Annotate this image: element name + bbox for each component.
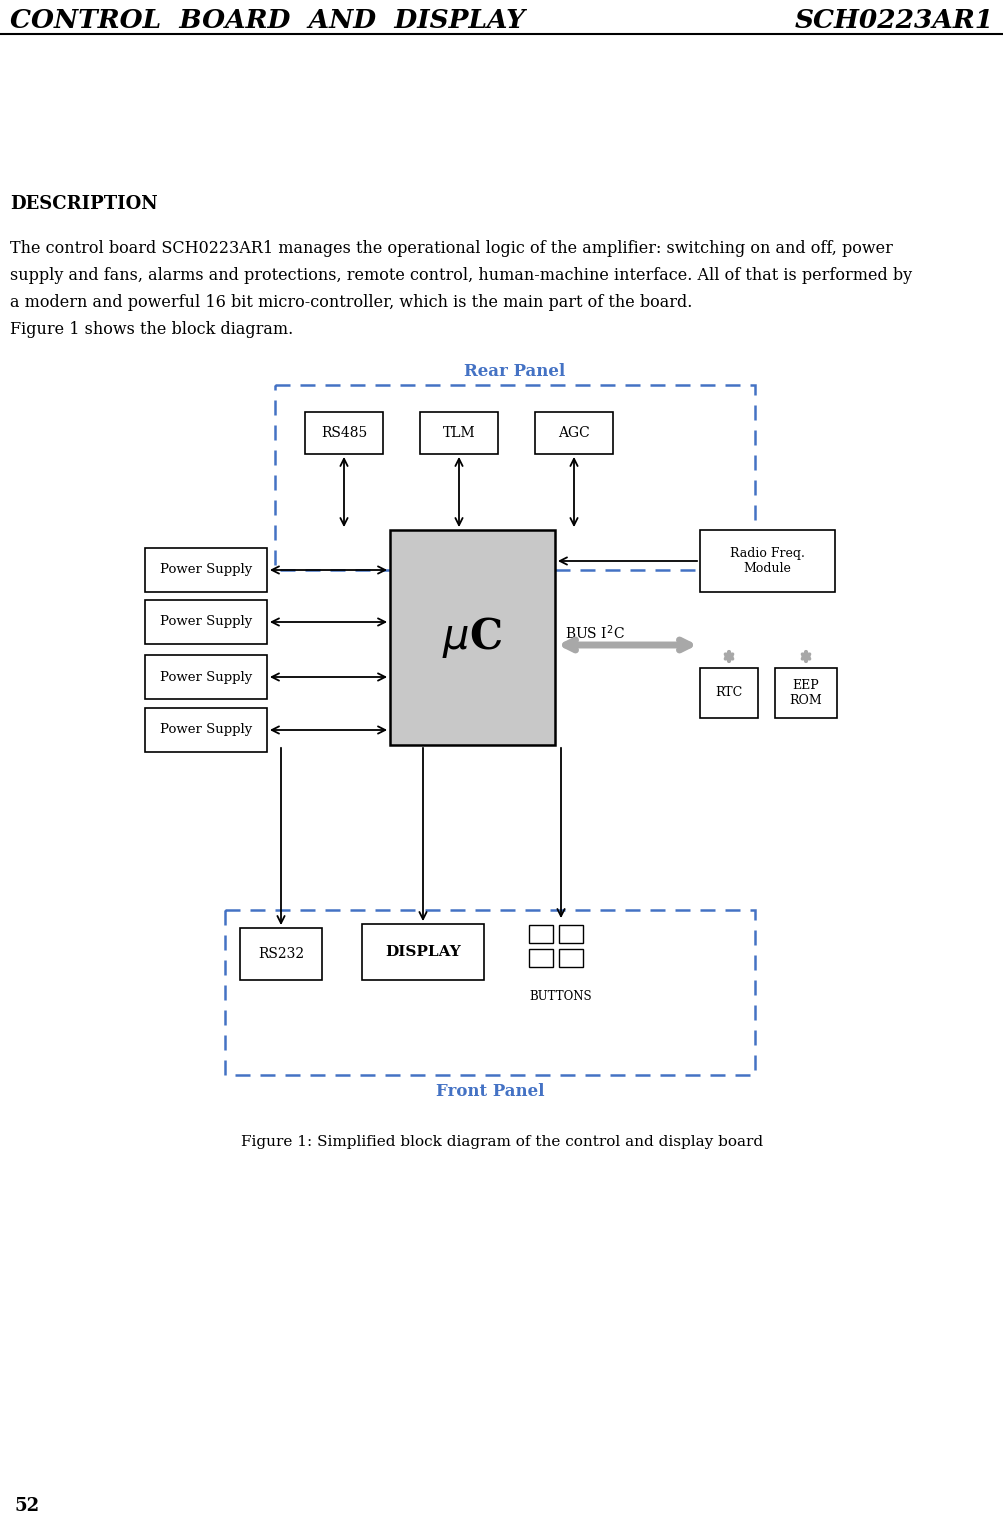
Bar [559, 925, 583, 943]
Text: RS232: RS232 [258, 948, 304, 961]
Text: DESCRIPTION: DESCRIPTION [10, 194, 157, 213]
Text: Front Panel: Front Panel [435, 1082, 544, 1099]
Bar [535, 412, 613, 455]
Text: $\mu$C: $\mu$C [442, 615, 503, 660]
Text: TLM: TLM [442, 426, 474, 439]
Text: Power Supply: Power Supply [159, 724, 252, 736]
Bar [275, 384, 754, 570]
Bar [144, 548, 267, 592]
Text: SCH0223AR1: SCH0223AR1 [794, 8, 993, 32]
Text: BUS I$^2$C: BUS I$^2$C [565, 623, 624, 643]
Bar [144, 655, 267, 700]
Bar [144, 707, 267, 752]
Text: supply and fans, alarms and protections, remote control, human-machine interface: supply and fans, alarms and protections,… [10, 266, 911, 283]
Bar [559, 949, 583, 968]
Bar [389, 530, 555, 746]
Text: RTC: RTC [715, 686, 742, 700]
Text: Power Supply: Power Supply [159, 671, 252, 683]
Text: DISPLAY: DISPLAY [385, 945, 460, 958]
Text: 52: 52 [15, 1497, 40, 1516]
Text: The control board SCH0223AR1 manages the operational logic of the amplifier: swi: The control board SCH0223AR1 manages the… [10, 240, 892, 257]
Text: AGC: AGC [558, 426, 590, 439]
Bar [529, 949, 553, 968]
Bar [699, 530, 834, 592]
Text: Power Supply: Power Supply [159, 615, 252, 629]
Text: CONTROL  BOARD  AND  DISPLAY: CONTROL BOARD AND DISPLAY [10, 8, 525, 32]
Bar [774, 668, 837, 718]
Bar [240, 928, 322, 980]
Text: Figure 1 shows the block diagram.: Figure 1 shows the block diagram. [10, 322, 293, 338]
Text: Rear Panel: Rear Panel [464, 363, 565, 380]
Bar [419, 412, 497, 455]
Bar [305, 412, 382, 455]
Text: RS485: RS485 [321, 426, 367, 439]
Bar [144, 600, 267, 645]
Bar [699, 668, 757, 718]
Text: Figure 1: Simplified block diagram of the control and display board: Figure 1: Simplified block diagram of th… [241, 1134, 762, 1148]
Text: Power Supply: Power Supply [159, 563, 252, 577]
Bar [225, 909, 754, 1075]
Text: BUTTONS: BUTTONS [530, 989, 592, 1003]
Bar [362, 925, 483, 980]
Text: Radio Freq.
Module: Radio Freq. Module [729, 547, 804, 576]
Bar [529, 925, 553, 943]
Text: EEP
ROM: EEP ROM [788, 680, 821, 707]
Text: a modern and powerful 16 bit micro-controller, which is the main part of the boa: a modern and powerful 16 bit micro-contr… [10, 294, 692, 311]
